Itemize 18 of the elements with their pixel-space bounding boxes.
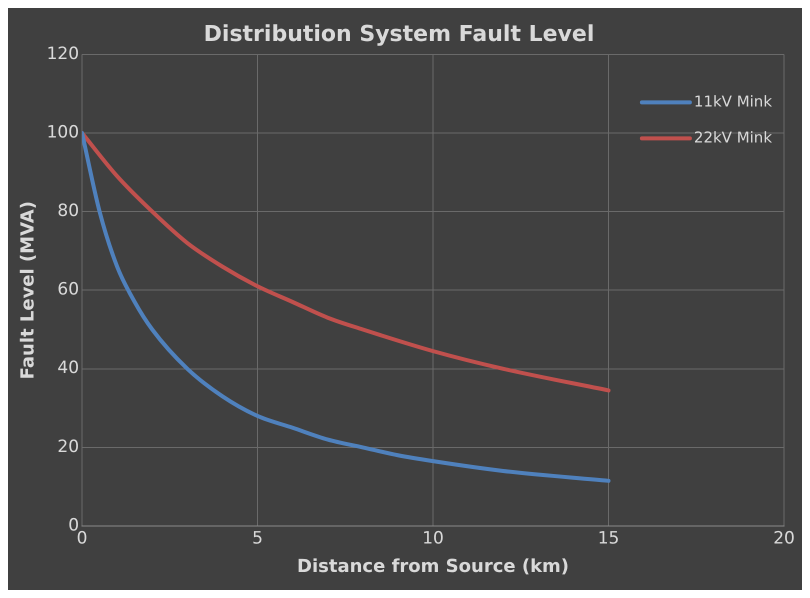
y-tick-label: 40 <box>57 358 80 378</box>
x-axis-title: Distance from Source (km) <box>297 556 570 577</box>
y-tick-label: 20 <box>57 436 80 457</box>
legend-label: 22kV Mink <box>694 128 772 146</box>
chart-title: Distribution System Fault Level <box>204 22 594 47</box>
y-tick-label: 0 <box>68 515 80 536</box>
legend-label: 11kV Mink <box>694 92 772 110</box>
x-tick-label: 20 <box>773 528 795 549</box>
line-series <box>82 131 611 392</box>
y-tick-label: 100 <box>46 122 80 142</box>
line-series <box>82 131 611 483</box>
y-tick-label: 60 <box>57 280 80 300</box>
y-tick-label: 80 <box>57 201 80 222</box>
x-tick-label: 15 <box>598 528 620 549</box>
x-tick-label: 5 <box>252 528 263 549</box>
y-axis-title: Fault Level (MVA) <box>17 201 38 380</box>
x-tick-label: 10 <box>422 528 444 549</box>
y-tick-label: 120 <box>46 44 80 64</box>
